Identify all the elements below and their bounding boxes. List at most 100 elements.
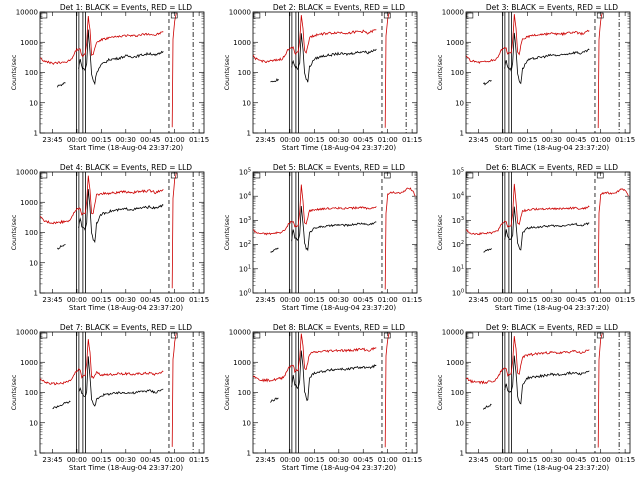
x-tick-label: 23:45 <box>255 296 275 304</box>
plot-frame <box>465 331 631 454</box>
y-tick-label: 1 <box>34 450 38 458</box>
y-tick-label: 104 <box>452 192 464 201</box>
x-tick-label: 23:45 <box>468 296 488 304</box>
y-axis-title: Counts/sec <box>10 54 18 90</box>
x-tick-label: 00:30 <box>542 456 562 464</box>
x-tick-label: 00:15 <box>517 456 537 464</box>
annotation-box <box>40 172 48 179</box>
x-tick-label: 01:15 <box>615 136 635 144</box>
x-tick-label: 00:15 <box>304 456 324 464</box>
x-tick-label: 01:15 <box>402 296 422 304</box>
annotation-box <box>596 332 604 339</box>
annotation-box <box>466 172 474 179</box>
x-axis-title: Start Time (18-Aug-04 23:37:20) <box>69 464 183 472</box>
x-tick-label: 23:45 <box>468 456 488 464</box>
y-axis-title: Counts/sec <box>223 214 231 250</box>
x-tick-label: 01:00 <box>165 136 185 144</box>
panel-det-2: Det 2: BLACK = Events, RED = LLD 23:45 00:… <box>223 3 422 152</box>
x-tick-label: 01:00 <box>591 136 611 144</box>
x-tick-label: 01:00 <box>378 456 398 464</box>
annotation-box <box>383 332 391 339</box>
annotation-box <box>253 12 261 19</box>
annotation-box <box>170 12 178 19</box>
y-tick-label: 1 <box>247 130 251 138</box>
series-lld-line <box>597 188 629 288</box>
y-tick-label: 101 <box>452 264 464 273</box>
x-tick-label: 00:45 <box>353 456 373 464</box>
data-layer <box>253 12 407 133</box>
series-events-line <box>504 32 590 85</box>
y-tick-label: 1 <box>460 130 464 138</box>
series-events-line <box>483 80 492 86</box>
x-tick-label: 00:30 <box>329 456 349 464</box>
y-tick-label: 100 <box>451 69 464 77</box>
y-tick-label: 10 <box>29 259 38 267</box>
y-tick-label: 100 <box>451 389 464 397</box>
y-tick-label: 1000 <box>20 39 38 47</box>
series-events-line <box>483 248 492 253</box>
x-axis-title: Start Time (18-Aug-04 23:37:20) <box>495 144 609 152</box>
x-tick-label: 01:15 <box>615 456 635 464</box>
series-events-line <box>483 403 492 410</box>
y-tick-label: 1000 <box>233 39 251 47</box>
y-tick-label: 10000 <box>442 9 464 17</box>
y-tick-label: 10000 <box>229 329 251 337</box>
y-tick-label: 100 <box>25 389 38 397</box>
x-tick-label: 00:15 <box>517 136 537 144</box>
data-layer <box>466 12 620 133</box>
y-tick-label: 10000 <box>16 9 38 17</box>
x-tick-label: 00:45 <box>566 296 586 304</box>
y-tick-label: 100 <box>25 69 38 77</box>
plot-frame <box>465 11 631 134</box>
x-tick-label: 01:15 <box>189 136 209 144</box>
x-tick-label: 00:30 <box>542 296 562 304</box>
series-lld-line <box>466 336 590 385</box>
plot-frame <box>465 171 631 294</box>
annotation-box <box>596 172 604 179</box>
annotation-box <box>170 172 178 179</box>
y-tick-label: 1000 <box>446 359 464 367</box>
y-tick-label: 1 <box>34 290 38 298</box>
panel-det-3: Det 3: BLACK = Events, RED = LLD 23:45 00:… <box>436 3 635 152</box>
x-tick-label: 00:15 <box>304 136 324 144</box>
data-layer <box>253 172 416 293</box>
x-tick-label: 01:00 <box>165 296 185 304</box>
panel-title: Det 5: BLACK = Events, RED = LLD <box>273 163 405 172</box>
annotation-box <box>253 332 261 339</box>
y-tick-label: 1 <box>34 130 38 138</box>
y-tick-label: 102 <box>452 240 464 249</box>
y-axis-title: Counts/sec <box>10 214 18 250</box>
series-events-line <box>78 189 164 244</box>
y-tick-label: 105 <box>452 168 464 177</box>
x-tick-label: 00:15 <box>517 296 537 304</box>
series-events-line <box>291 33 377 83</box>
series-events-line <box>57 244 66 250</box>
y-tick-label: 1 <box>460 450 464 458</box>
series-lld-line <box>253 333 377 383</box>
annotation-box <box>40 12 48 19</box>
x-tick-label: 00:00 <box>67 456 87 464</box>
y-tick-label: 10000 <box>16 169 38 177</box>
y-axis-title: Counts/sec <box>436 374 444 410</box>
y-tick-label: 104 <box>239 192 251 201</box>
series-lld-line <box>466 14 590 65</box>
y-tick-label: 100 <box>238 69 251 77</box>
series-events-line <box>504 206 590 251</box>
series-lld-line <box>171 13 177 128</box>
x-tick-label: 23:45 <box>255 456 275 464</box>
x-tick-label: 01:00 <box>591 296 611 304</box>
y-tick-label: 100 <box>25 229 38 237</box>
panel-title: Det 8: BLACK = Events, RED = LLD <box>273 323 405 332</box>
x-tick-label: 01:00 <box>378 296 398 304</box>
x-axis-title: Start Time (18-Aug-04 23:37:20) <box>69 304 183 312</box>
y-tick-label: 100 <box>239 289 251 298</box>
y-axis-title: Counts/sec <box>223 374 231 410</box>
series-lld-line <box>171 172 177 289</box>
y-tick-label: 103 <box>452 216 464 225</box>
x-tick-label: 01:15 <box>402 136 422 144</box>
data-layer <box>40 12 194 133</box>
plot-frame <box>39 171 205 294</box>
x-tick-label: 01:15 <box>189 456 209 464</box>
x-tick-label: 00:45 <box>140 296 160 304</box>
